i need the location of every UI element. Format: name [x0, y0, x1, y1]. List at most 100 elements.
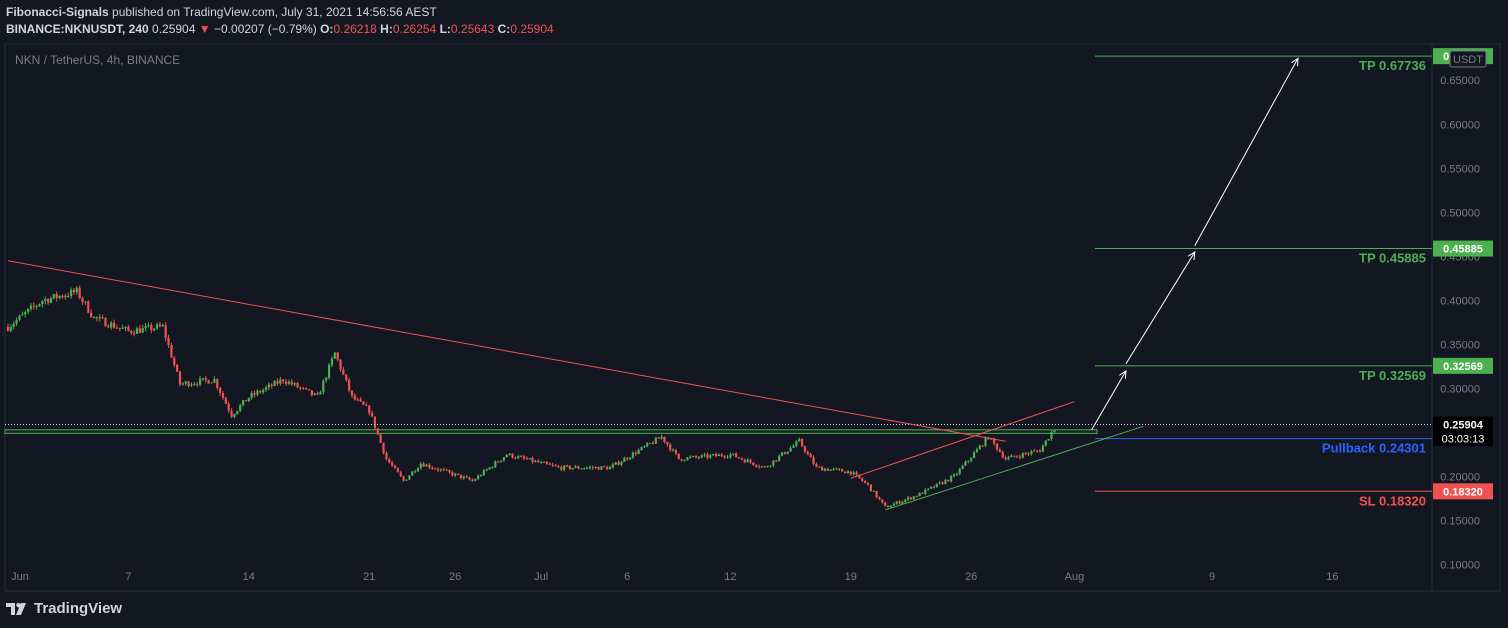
candle-body — [846, 471, 850, 474]
projection-arrow[interactable] — [1125, 251, 1196, 365]
candle-body — [1021, 453, 1024, 458]
candle-body — [448, 470, 451, 473]
candle-body — [92, 316, 96, 318]
candle-body — [875, 490, 878, 498]
candle-body — [173, 357, 176, 365]
candle-body — [835, 468, 838, 470]
candle-body — [686, 457, 689, 461]
candle-body — [623, 458, 626, 462]
y-tick-label: 0.55000 — [1440, 163, 1480, 175]
projection-arrow[interactable] — [1194, 57, 1299, 247]
candle-body — [660, 436, 663, 439]
candle-body — [104, 318, 107, 327]
candle-body — [494, 461, 497, 468]
candle-body — [293, 383, 296, 385]
candle-body — [279, 379, 282, 384]
candle-body — [838, 468, 841, 470]
trendline[interactable] — [885, 425, 1144, 511]
candle-body — [382, 442, 385, 454]
candle-body — [164, 325, 167, 338]
candle-body — [135, 328, 139, 334]
candle-body — [1033, 450, 1036, 452]
candle-body — [431, 467, 434, 469]
candle-body — [580, 468, 583, 470]
candle-body — [981, 445, 984, 447]
candle-body — [732, 453, 735, 455]
candle-body — [525, 458, 528, 460]
candle-body — [502, 457, 506, 461]
candle-body — [709, 455, 712, 458]
level-price-badge — [1433, 240, 1493, 257]
arrowhead-icon — [1291, 57, 1299, 67]
candle-body — [44, 299, 47, 301]
candle-body — [124, 327, 127, 329]
y-tick-label: 0.50000 — [1440, 207, 1480, 219]
candle-body — [18, 315, 21, 320]
candle-body — [405, 479, 408, 481]
candle-body — [938, 482, 941, 484]
y-tick-label: 0.60000 — [1440, 119, 1480, 131]
candle-body — [964, 461, 967, 466]
candle-body — [348, 379, 351, 391]
level-label: TP 0.67736 — [1359, 58, 1426, 73]
candle-body — [892, 503, 895, 506]
projection-arrow[interactable] — [1091, 370, 1127, 431]
candle-body — [158, 324, 162, 327]
candle-body — [26, 308, 30, 313]
author-name[interactable]: Fibonacci-Signals — [6, 5, 109, 19]
candle-body — [110, 322, 113, 328]
candle-body — [442, 469, 445, 471]
candle-body — [571, 468, 574, 470]
candle-body — [1053, 429, 1056, 433]
candle-body — [161, 325, 164, 327]
candle-body — [729, 454, 732, 458]
candle-body — [517, 456, 520, 459]
candle-body — [574, 466, 577, 469]
price-axis[interactable] — [1431, 43, 1501, 592]
candle-body — [978, 445, 981, 450]
trendline[interactable] — [850, 401, 1075, 479]
candle-body — [907, 497, 910, 500]
candle-body — [692, 455, 695, 457]
candle-body — [32, 305, 35, 307]
candle-body — [505, 454, 508, 458]
candle-body — [881, 499, 884, 503]
candle-body — [950, 476, 953, 482]
chart-title: NKN / TetherUS, 4h, BINANCE — [15, 53, 180, 67]
trendline[interactable] — [7, 260, 1006, 442]
candle-body — [167, 337, 170, 345]
candle-body — [775, 460, 778, 462]
candle-body — [752, 462, 755, 465]
candle-body — [178, 371, 182, 385]
candle-body — [1001, 451, 1004, 458]
candle-body — [972, 452, 976, 459]
candle-body — [540, 461, 543, 463]
candle-body — [428, 464, 431, 468]
candle-body — [866, 482, 870, 485]
candle-body — [548, 463, 551, 465]
candle-body — [594, 467, 597, 469]
candle-body — [47, 299, 50, 303]
candle-body — [634, 452, 637, 454]
candle-body — [671, 449, 675, 451]
last-price: 0.25904 — [152, 22, 196, 36]
arrowhead-icon — [1187, 250, 1196, 260]
candle-body — [606, 466, 609, 470]
candle-body — [230, 410, 233, 417]
candle-body — [798, 439, 801, 442]
candle-body — [121, 327, 124, 329]
candle-body — [654, 437, 657, 444]
currency-badge[interactable] — [1449, 50, 1487, 68]
candle-body — [227, 403, 230, 411]
support-zone[interactable] — [4, 429, 1098, 434]
bar-countdown-text: 03:03:13 — [1442, 434, 1485, 446]
candle-body — [259, 390, 262, 393]
candle-body — [49, 298, 53, 303]
candle-body — [465, 476, 468, 478]
candle-body — [130, 330, 133, 333]
candle-body — [379, 434, 382, 443]
candle-body — [663, 436, 666, 443]
candle-body — [454, 473, 457, 476]
candle-body — [250, 393, 253, 398]
